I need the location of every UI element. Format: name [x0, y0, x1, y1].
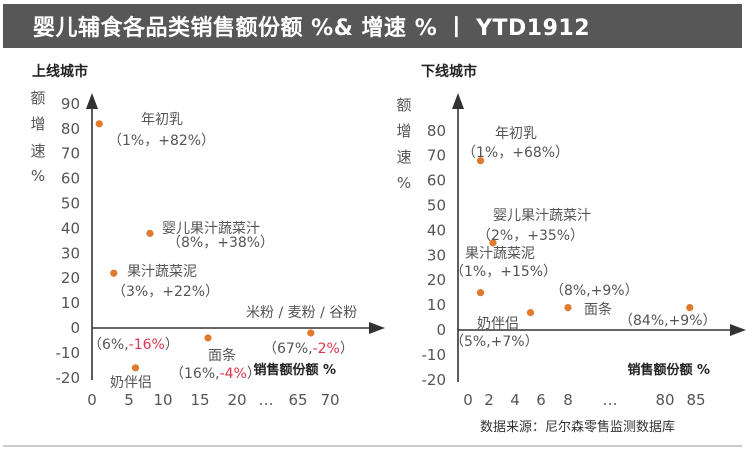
panel1-y-tick-label: 0 — [70, 319, 80, 337]
panel1-data-point — [307, 329, 315, 337]
panel1-y-tick-label: 60 — [61, 170, 80, 188]
panel1-x-tick-label: 65 — [288, 391, 307, 409]
panel2-x-tick-label: 2 — [484, 391, 494, 409]
panel2-data-point — [686, 303, 694, 312]
panel2-point-value-label: （1%，+68%） — [462, 145, 569, 161]
panel1-point-value-label: （16%,-4%） — [170, 366, 261, 382]
panel2-x-tick-label: 6 — [536, 391, 546, 409]
panel2-data-point — [489, 239, 497, 247]
panel2-y-tick-label: 80 — [427, 122, 446, 140]
panel2-point-name-label: 果汁蔬菜泥 — [465, 246, 535, 262]
panel1-y-axis-label: 速 — [30, 142, 45, 160]
panel1-point-value-label: （67%,-2%） — [263, 341, 354, 357]
title-bar: 婴儿辅食各品类销售额份额 %& 增速 % 丨 YTD1912 — [3, 4, 742, 48]
panel2-point-value-label: （8%,+9%） — [550, 283, 639, 299]
panel1-data-point — [95, 120, 103, 128]
panel2-data-point — [476, 289, 485, 297]
panel1-x-axis-label: 销售额份额 % — [253, 362, 336, 378]
panel1-point-name-label: 年初乳 — [141, 111, 183, 128]
panel1-y-tick-label: 20 — [61, 269, 80, 287]
panel2-x-axis-label: 销售额份额 % — [627, 362, 710, 378]
panel2-point-name-label: 婴儿果汁蔬菜汁 — [493, 208, 591, 224]
panel1-point-name-label: 面条 — [208, 347, 236, 364]
panel1-data-point — [146, 229, 154, 237]
panel2-y-tick-label: 70 — [427, 147, 446, 165]
panel2-y-tick-label: 50 — [427, 197, 446, 215]
panel1-y-tick-label: -10 — [56, 344, 81, 362]
panel1-y-tick-label: -20 — [56, 369, 81, 387]
panel1-point-value-label: （1%，+82%） — [108, 133, 215, 149]
panel1-point-name-label: 奶伴侣 — [110, 375, 152, 391]
panel2-point-value-label: （5%,+7%） — [450, 334, 539, 350]
panel2-y-tick-label: -10 — [422, 346, 447, 364]
panel2-y-tick-label: 0 — [436, 321, 446, 339]
panel1-y-axis-label: 增 — [30, 115, 45, 133]
panel2-y-tick-label: 30 — [427, 246, 446, 264]
panel2-data-point — [476, 157, 485, 165]
source-note: 数据来源：尼尔森零售监测数据库 — [480, 420, 676, 435]
panel1-data-point — [110, 269, 118, 277]
panel2-x-tick-label: … — [603, 391, 618, 409]
chart-title: 婴儿辅食各品类销售额份额 %& 增速 % 丨 YTD1912 — [33, 16, 590, 41]
panel2-y-axis-label: % — [397, 174, 411, 192]
panel2-point-name-label: 奶伴侣 — [477, 316, 519, 332]
panel2-x-tick-label: 80 — [655, 391, 674, 409]
panel2-y-tick-label: 60 — [427, 172, 446, 190]
panel2-point-value-label: （84%,+9%） — [619, 313, 717, 329]
panel1-y-axis-label: % — [31, 167, 45, 185]
panel1-y-tick-label: 30 — [61, 244, 80, 262]
panel2-point-name-label: 年初乳 — [495, 125, 537, 142]
panel1-point-name-label: 婴儿果汁蔬菜汁 — [162, 221, 260, 237]
panel2-x-tick-label: 0 — [463, 391, 473, 409]
panel2-x-tick-label: 4 — [510, 391, 520, 409]
panel1-x-tick-label: … — [259, 391, 274, 409]
panel2-data-point — [564, 303, 572, 312]
panel1-point-value-label: （8%，+38%） — [167, 235, 274, 251]
panel1-x-tick-label: 0 — [87, 391, 97, 409]
panel2-y-axis-label: 额 — [396, 96, 411, 114]
panel1-x-tick-label: 20 — [227, 391, 246, 409]
panel2-y-tick-label: -20 — [422, 371, 447, 389]
panel2-x-tick-label: 85 — [686, 391, 705, 409]
panel2-point-value-label: （1%，+15%） — [450, 264, 557, 280]
panel2-point-name-label: 面条 — [584, 301, 612, 318]
panel1-data-point — [131, 364, 140, 372]
panel2-y-tick-label: 40 — [427, 221, 446, 239]
panel2-y-axis-label: 增 — [396, 122, 411, 140]
panel2-y-tick-label: 10 — [427, 296, 446, 314]
panel2-x-axis-arrow — [730, 324, 746, 336]
panel1-y-tick-label: 80 — [61, 120, 80, 138]
panel1-y-axis-label: 额 — [30, 89, 45, 107]
panel1-x-axis-arrow — [369, 322, 385, 334]
panel1-panel-title: 上线城市 — [32, 63, 88, 80]
panel1-point-name-label: 米粉 / 麦粉 / 谷粉 — [246, 305, 357, 321]
panel2-y-tick-label: 20 — [427, 271, 446, 289]
panel1-y-tick-label: 40 — [61, 219, 80, 237]
panel2-x-tick-label: 8 — [563, 391, 573, 409]
panel1-y-axis-arrow — [86, 93, 98, 109]
panel1-y-tick-label: 50 — [61, 195, 80, 213]
panel1-point-value-label: （6%,-16%） — [88, 337, 179, 353]
panel2-panel-title: 下线城市 — [421, 63, 477, 80]
panel1-point-value-label: （3%，+22%） — [112, 284, 219, 300]
panel1-data-point — [204, 334, 212, 342]
panel1-x-tick-label: 15 — [190, 391, 209, 409]
panel1-y-tick-label: 90 — [61, 95, 80, 113]
panel2-y-axis-arrow — [452, 93, 464, 109]
panel2-data-point — [526, 308, 535, 317]
panel1-x-tick-label: 10 — [153, 391, 172, 409]
panel1-y-tick-label: 10 — [61, 294, 80, 312]
panel1-point-name-label: 果汁蔬菜泥 — [127, 264, 197, 280]
panel1-x-tick-label: 70 — [320, 391, 339, 409]
panel1-x-tick-label: 5 — [124, 391, 134, 409]
panel2-point-value-label: （2%，+35%） — [477, 228, 584, 244]
panel1-y-tick-label: 70 — [61, 145, 80, 163]
panel2-y-axis-label: 速 — [396, 148, 411, 166]
